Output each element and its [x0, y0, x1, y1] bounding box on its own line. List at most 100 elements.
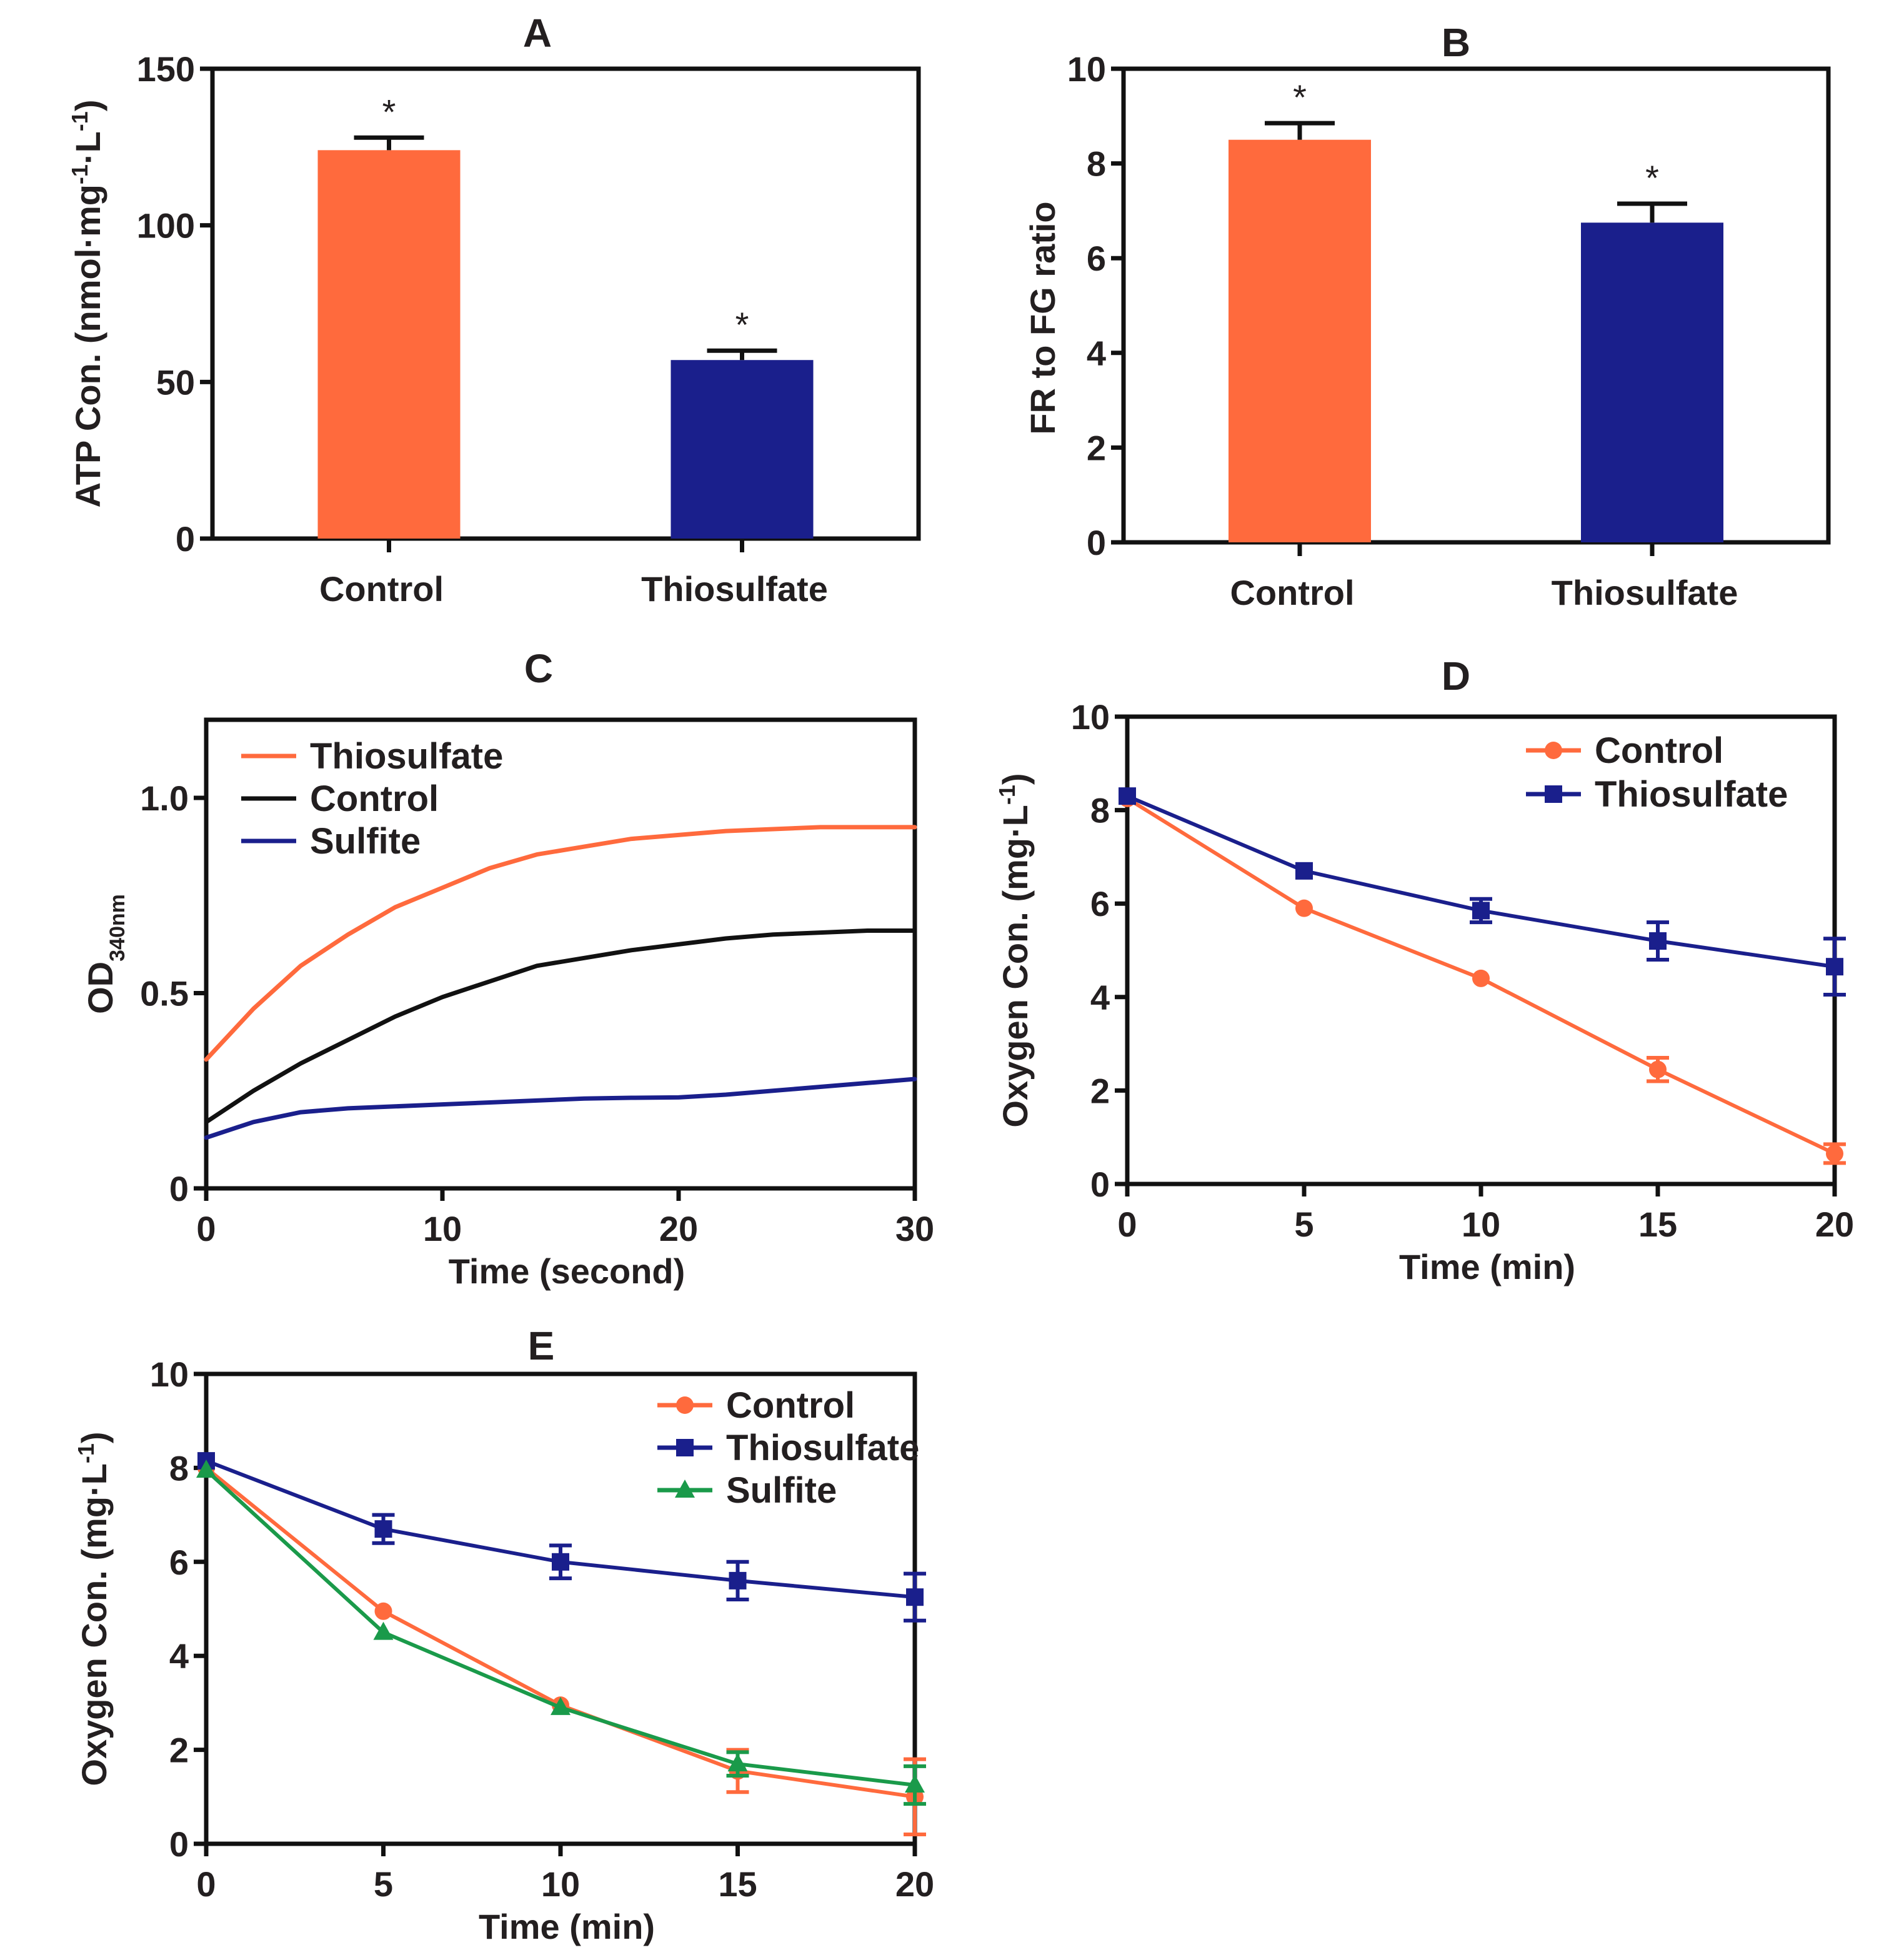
x-tick-label: 20	[895, 1864, 934, 1904]
x-axis-title: Time (min)	[1399, 1247, 1575, 1286]
bar-control	[317, 150, 461, 539]
data-point-square	[676, 1439, 694, 1456]
legend-label: Sulfite	[310, 821, 421, 862]
y-tick-label: 0	[176, 519, 195, 559]
data-point-triangle	[551, 1696, 571, 1715]
x-tick-label: 20	[659, 1209, 698, 1248]
data-point-circle	[1472, 969, 1490, 987]
plot-frame	[204, 717, 917, 1191]
series-line-sulfite	[204, 1077, 917, 1140]
significance-star: *	[1645, 158, 1659, 197]
panel-title: A	[523, 11, 552, 56]
data-point-square	[1545, 785, 1562, 803]
y-tick-label: 0	[1090, 1165, 1110, 1204]
legend-label: Thiosulfate	[726, 1428, 919, 1468]
data-point-square	[1119, 787, 1136, 805]
y-tick-label: 4	[1087, 334, 1106, 373]
data-point-square	[1649, 932, 1667, 950]
y-axis-title-superscript: -1	[67, 111, 92, 131]
x-tick-label: Thiosulfate	[641, 569, 828, 609]
bar-thiosulfate	[670, 360, 814, 539]
x-tick-label: 0	[196, 1864, 216, 1904]
y-tick-label: 4	[169, 1636, 189, 1676]
plot-frame	[210, 66, 921, 541]
significance-star: *	[735, 305, 749, 344]
x-tick-label: 10	[541, 1864, 580, 1904]
legend-label: Thiosulfate	[1595, 774, 1788, 815]
y-axis-title-superscript: -1	[994, 785, 1020, 805]
legend-label: Control	[726, 1385, 855, 1426]
y-tick-label: 0	[169, 1824, 189, 1864]
significance-star: *	[1293, 77, 1307, 117]
y-tick-label: 100	[137, 206, 195, 246]
y-axis-title: ATP Con. (nmol·mg-1·L-1)	[67, 100, 108, 508]
panel-title: B	[1442, 20, 1470, 65]
y-axis-title-part: )	[995, 773, 1035, 785]
y-tick-label: 8	[1087, 144, 1106, 184]
panel-title: C	[524, 646, 553, 691]
y-axis-title: FR to FG ratio	[1023, 201, 1062, 434]
panel-E: E 0 2 4 6 8 10 0 5 10 15 20 Time (min) Oxygen Con. (m…	[73, 1323, 935, 1946]
x-tick-label: 10	[1462, 1205, 1500, 1244]
y-axis-title-part: )	[74, 1431, 114, 1443]
bar-control	[1229, 139, 1371, 542]
significance-star: *	[382, 92, 396, 131]
x-tick-label: 0	[196, 1209, 216, 1248]
y-axis-title-superscript: -1	[67, 164, 92, 184]
y-tick-label: 10	[150, 1355, 189, 1394]
y-axis-title: OD340nm	[81, 894, 129, 1014]
y-tick-label: 0	[1087, 523, 1106, 562]
data-point-square	[552, 1553, 569, 1571]
x-tick-label: 30	[895, 1209, 934, 1248]
legend-label: Control	[1595, 730, 1723, 771]
y-tick-label: 1.0	[140, 779, 189, 818]
data-point-circle	[374, 1602, 392, 1620]
data-point-square	[729, 1571, 747, 1589]
y-tick-label: 8	[169, 1448, 189, 1488]
x-tick-label: 15	[718, 1864, 757, 1904]
x-axis-title: Time (min)	[479, 1907, 655, 1946]
y-axis-title: Oxygen Con. (mg·L-1)	[73, 1431, 114, 1786]
data-point-triangle	[196, 1460, 216, 1478]
x-tick-label: 10	[423, 1209, 462, 1248]
data-point-triangle	[675, 1480, 695, 1498]
panel-A: A 0 50 100 150 * Control * Thiosulfate ATP Con. (…	[67, 11, 921, 609]
data-point-triangle	[727, 1753, 748, 1772]
series-line-control	[204, 928, 917, 1125]
data-point-circle	[1649, 1060, 1667, 1078]
panel-title: E	[528, 1323, 555, 1368]
data-point-circle	[1545, 742, 1562, 759]
y-tick-label: 6	[1090, 884, 1110, 923]
data-point-triangle	[905, 1774, 925, 1793]
y-tick-label: 2	[1090, 1071, 1110, 1110]
bar-thiosulfate	[1581, 222, 1723, 542]
data-point-triangle	[373, 1621, 394, 1640]
y-tick-label: 4	[1090, 978, 1110, 1017]
panel-title: D	[1442, 654, 1470, 699]
y-tick-label: 6	[1087, 239, 1106, 278]
y-tick-label: 8	[1090, 791, 1110, 830]
x-tick-label: 15	[1638, 1205, 1677, 1244]
data-point-circle	[1826, 1145, 1843, 1163]
y-tick-label: 6	[169, 1543, 189, 1582]
y-axis-title: Oxygen Con. (mg·L-1)	[994, 773, 1035, 1127]
series-line-control	[204, 1466, 917, 1799]
panel-D: D 0 2 4 6 8 10 0 5 10 15 20 Time (min) Oxygen Con. (m…	[994, 654, 1855, 1286]
data-point-circle	[1295, 899, 1313, 917]
y-axis-title-part: ATP Con. (nmol·mg	[68, 184, 107, 507]
x-tick-label: 0	[1117, 1205, 1137, 1244]
y-axis-title-superscript: -1	[73, 1443, 99, 1463]
series-line-thiosulfate	[204, 825, 917, 1062]
series-line-sulfite	[204, 1468, 917, 1787]
y-axis-title-part: Oxygen Con. (mg·L	[995, 805, 1035, 1127]
data-point-square	[1295, 862, 1313, 880]
data-point-circle	[676, 1396, 694, 1414]
data-point-square	[1826, 958, 1843, 976]
y-axis-title-subscript: 340nm	[106, 894, 129, 962]
y-tick-label: 0	[169, 1169, 189, 1208]
y-axis-title-part: Oxygen Con. (mg·L	[74, 1463, 114, 1786]
plot-frame	[1121, 66, 1831, 545]
